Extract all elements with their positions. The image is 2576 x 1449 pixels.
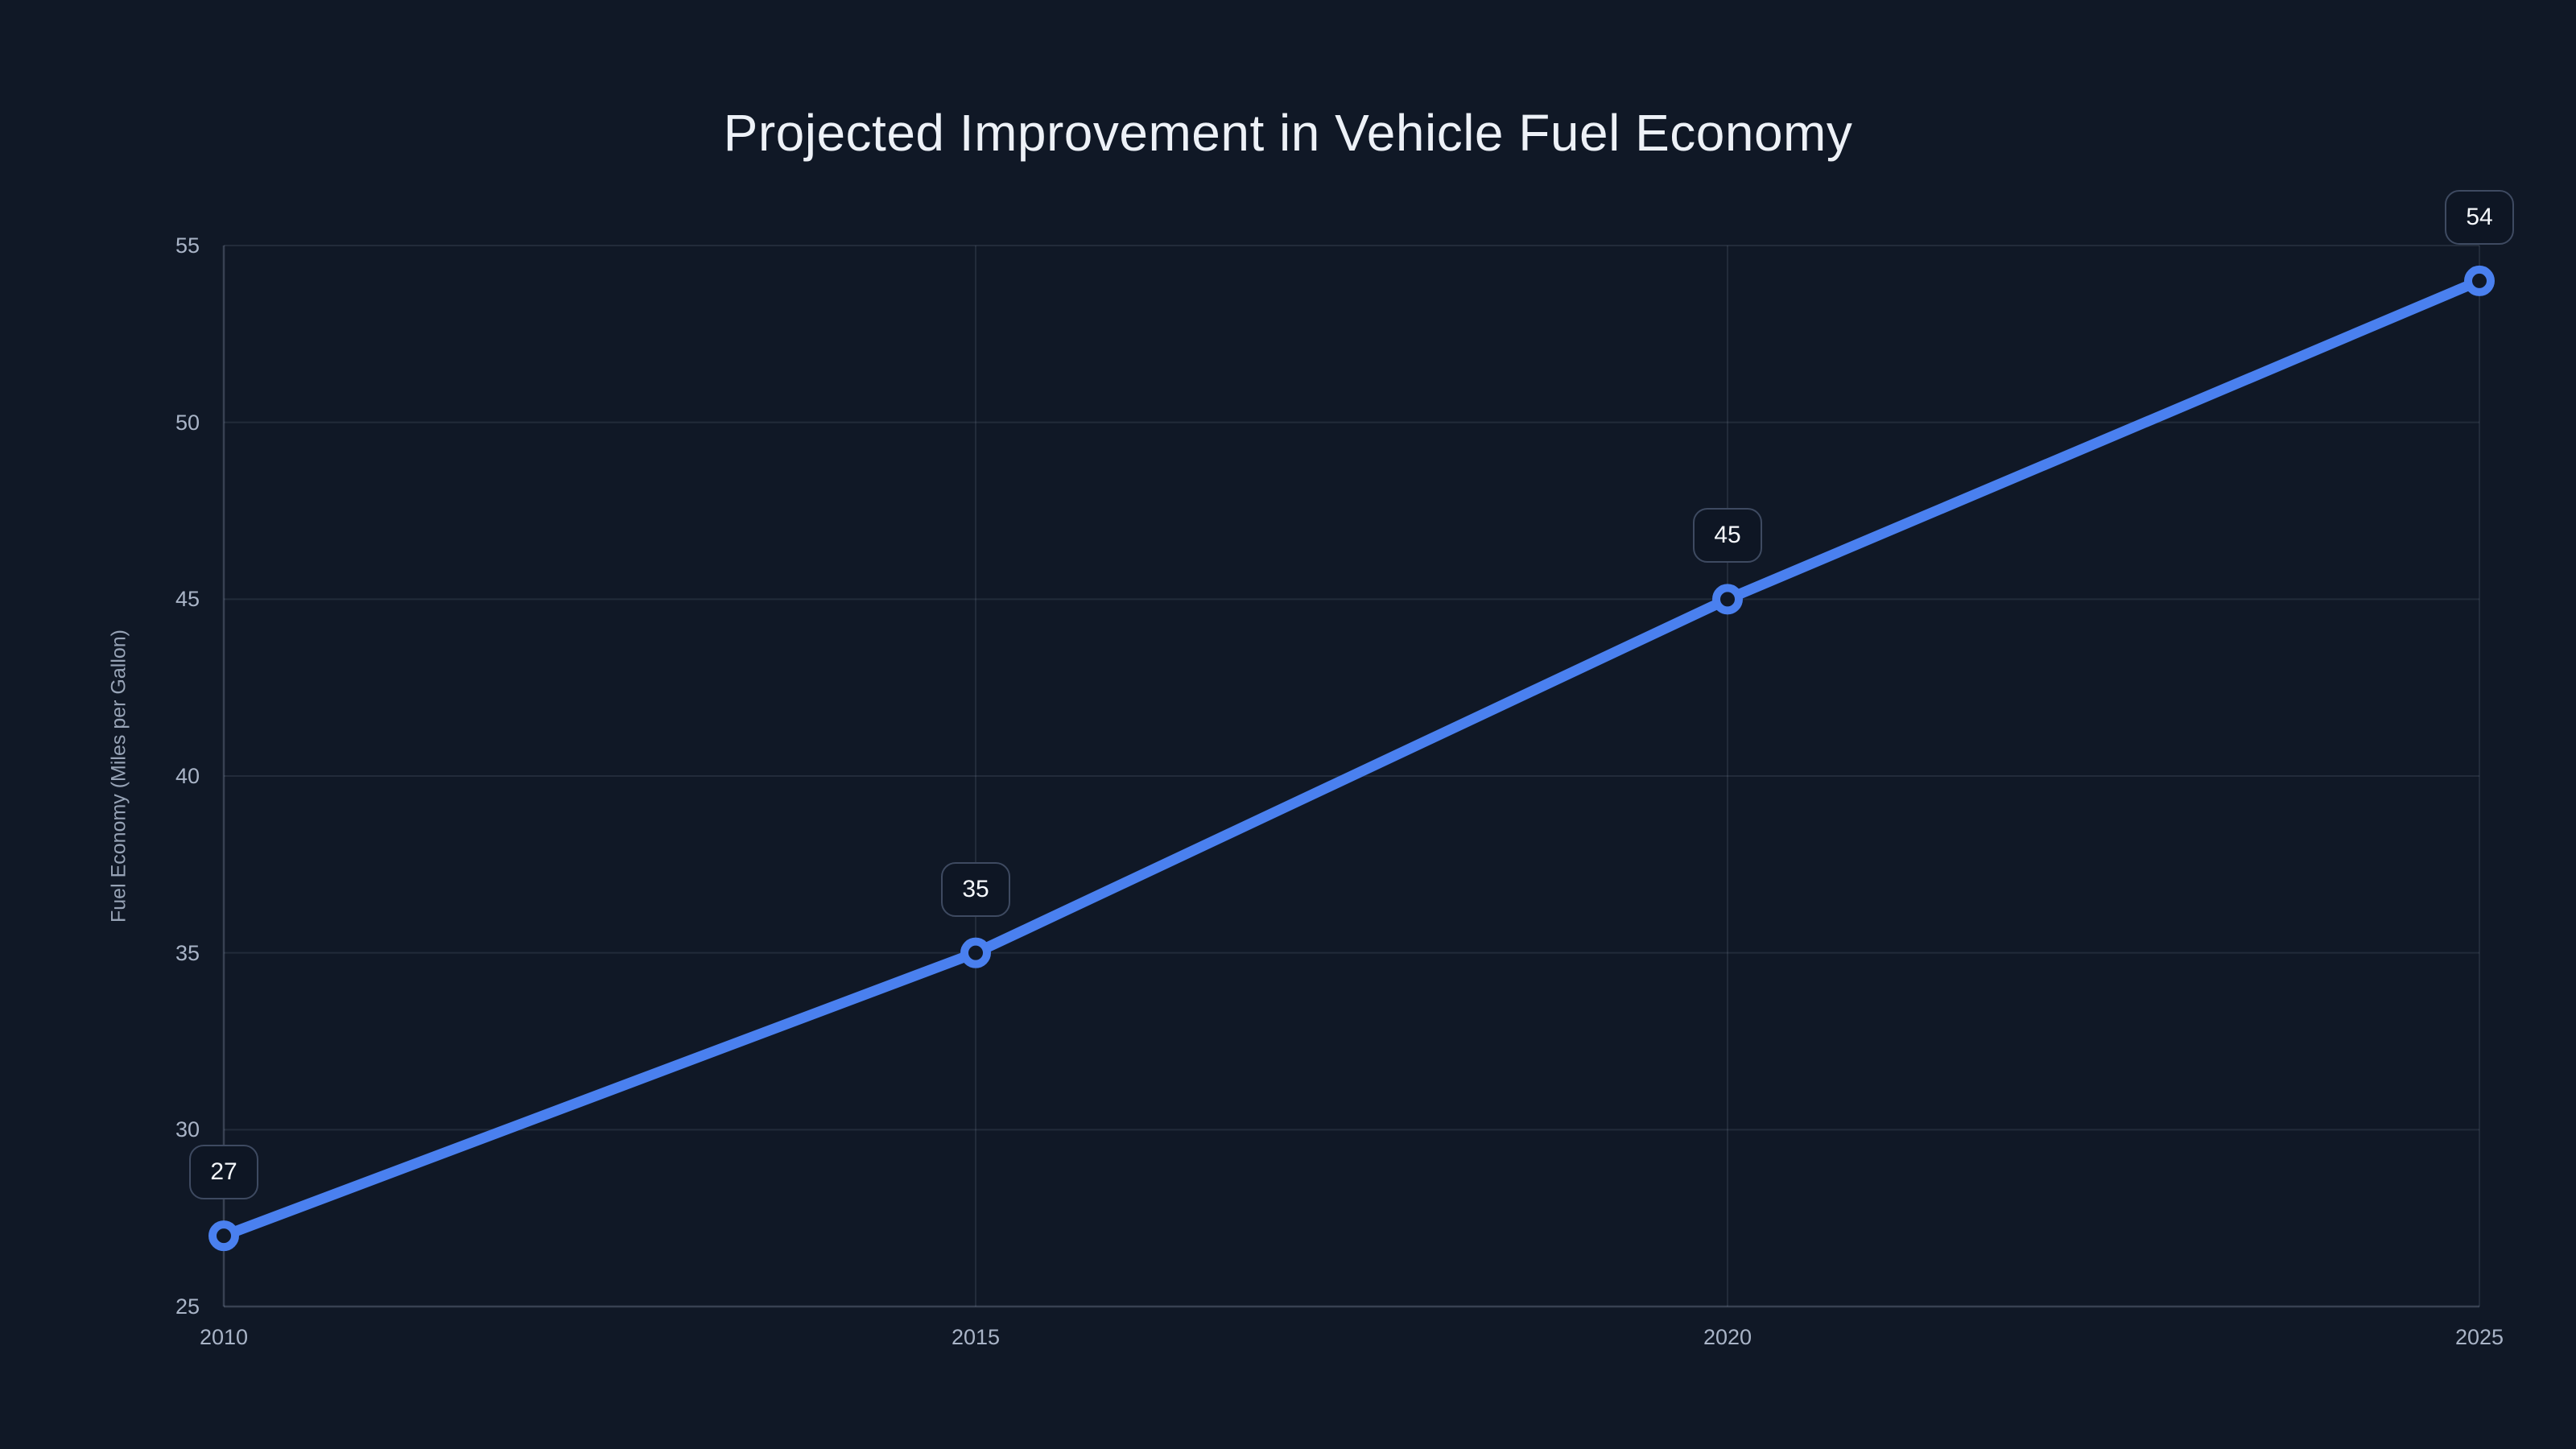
point-value-badge: 54	[2445, 189, 2514, 245]
point-value-badge: 45	[1693, 508, 1762, 564]
x-tick-label: 2015	[951, 1325, 1001, 1349]
y-tick-label: 55	[175, 233, 200, 258]
line-series-path	[218, 275, 2485, 1241]
y-tick-label: 50	[175, 410, 200, 435]
point-value-badge: 27	[189, 1145, 258, 1200]
gridlines	[222, 245, 2480, 1308]
y-tick-label: 45	[175, 587, 200, 612]
y-tick-label: 30	[175, 1117, 200, 1142]
data-point-marker[interactable]	[960, 937, 991, 968]
data-point-marker[interactable]	[2464, 265, 2495, 296]
y-tick-label: 25	[175, 1294, 200, 1319]
y-tick-label: 35	[175, 940, 200, 965]
y-tick-label: 40	[175, 764, 200, 788]
fuel-economy-line	[218, 275, 2485, 1241]
x-tick-label: 2020	[1703, 1325, 1752, 1349]
x-tick-label: 2025	[2454, 1325, 2504, 1349]
data-point-markers[interactable]	[208, 265, 2495, 1252]
point-value-badge: 35	[941, 861, 1010, 917]
chart-title: Projected Improvement in Vehicle Fuel Ec…	[723, 104, 1853, 162]
data-point-marker[interactable]	[208, 1220, 239, 1252]
data-point-marker[interactable]	[1712, 584, 1743, 615]
x-tick-label: 2010	[199, 1325, 249, 1349]
